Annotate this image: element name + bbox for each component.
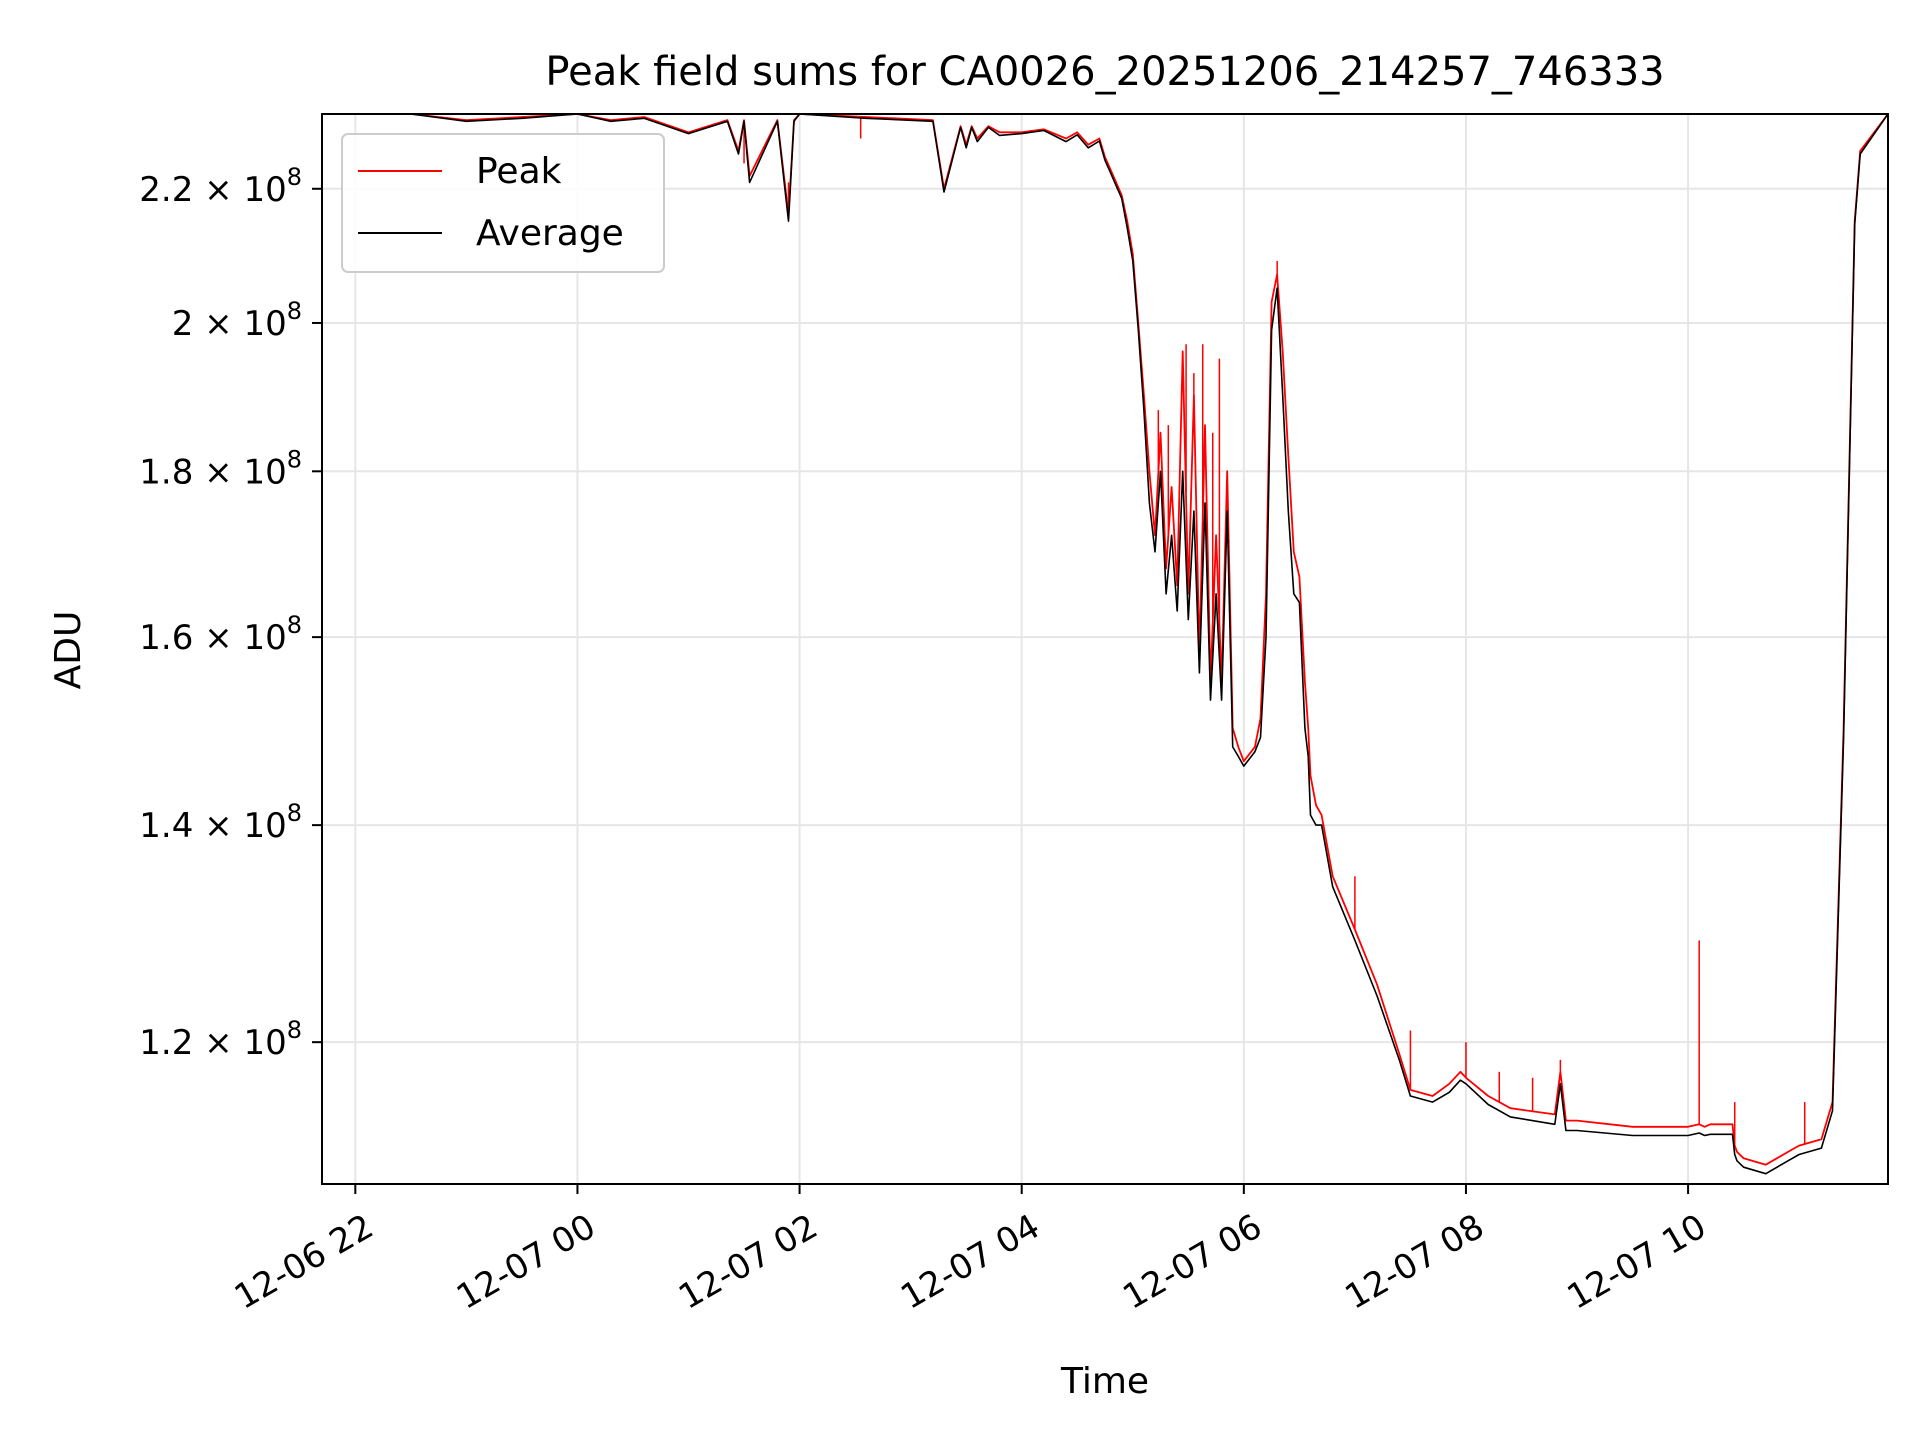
y-tick-base: 10 (243, 806, 286, 846)
y-tick-base: 10 (243, 304, 286, 344)
y-tick-times-sign: × (193, 618, 243, 658)
y-tick-base: 10 (243, 452, 286, 492)
y-tick-exponent: 8 (287, 297, 302, 325)
y-tick-label: 1.2 × 108 (139, 1016, 302, 1063)
x-axis-label: Time (1060, 1361, 1149, 1402)
y-axis-label: ADU (48, 611, 89, 690)
y-tick-exponent: 8 (287, 1016, 302, 1044)
y-tick-times-sign: × (193, 806, 243, 846)
y-tick-base: 10 (243, 1023, 286, 1063)
chart-title: Peak field sums for CA0026_20251206_2142… (545, 49, 1664, 95)
y-tick-base: 10 (243, 170, 286, 210)
y-tick-mantissa: 2.2 (139, 170, 193, 210)
y-tick-mantissa: 1.2 (139, 1023, 193, 1063)
series-layer (322, 114, 1888, 1175)
y-tick-mantissa: 1.8 (139, 452, 193, 492)
y-tick-label: 1.4 × 108 (139, 799, 302, 846)
y-tick-mantissa: 1.4 (139, 806, 193, 846)
y-tick-exponent: 8 (287, 611, 302, 639)
y-tick-times-sign: × (193, 452, 243, 492)
y-tick-label: 2.2 × 108 (139, 163, 302, 210)
y-tick-base: 10 (243, 618, 286, 658)
y-tick-times-sign: × (193, 304, 243, 344)
y-tick-exponent: 8 (287, 445, 302, 473)
legend: Peak Average (341, 133, 665, 273)
y-tick-exponent: 8 (287, 163, 302, 191)
legend-label-peak: Peak (476, 151, 562, 192)
y-tick-label: 1.8 × 108 (139, 445, 302, 492)
grid-layer (322, 114, 1888, 1184)
plot-frame (321, 113, 1889, 1185)
y-tick-mantissa: 1.6 (139, 618, 193, 658)
series-line-average (322, 114, 1888, 1175)
y-tick-label: 2 × 108 (172, 297, 302, 344)
y-tick-exponent: 8 (287, 799, 302, 827)
y-tick-times-sign: × (193, 1023, 243, 1063)
y-tick-times-sign: × (193, 170, 243, 210)
legend-box (341, 133, 665, 273)
legend-label-average: Average (476, 213, 624, 254)
y-tick-label: 1.6 × 108 (139, 611, 302, 658)
y-tick-mantissa: 2 (172, 304, 194, 344)
